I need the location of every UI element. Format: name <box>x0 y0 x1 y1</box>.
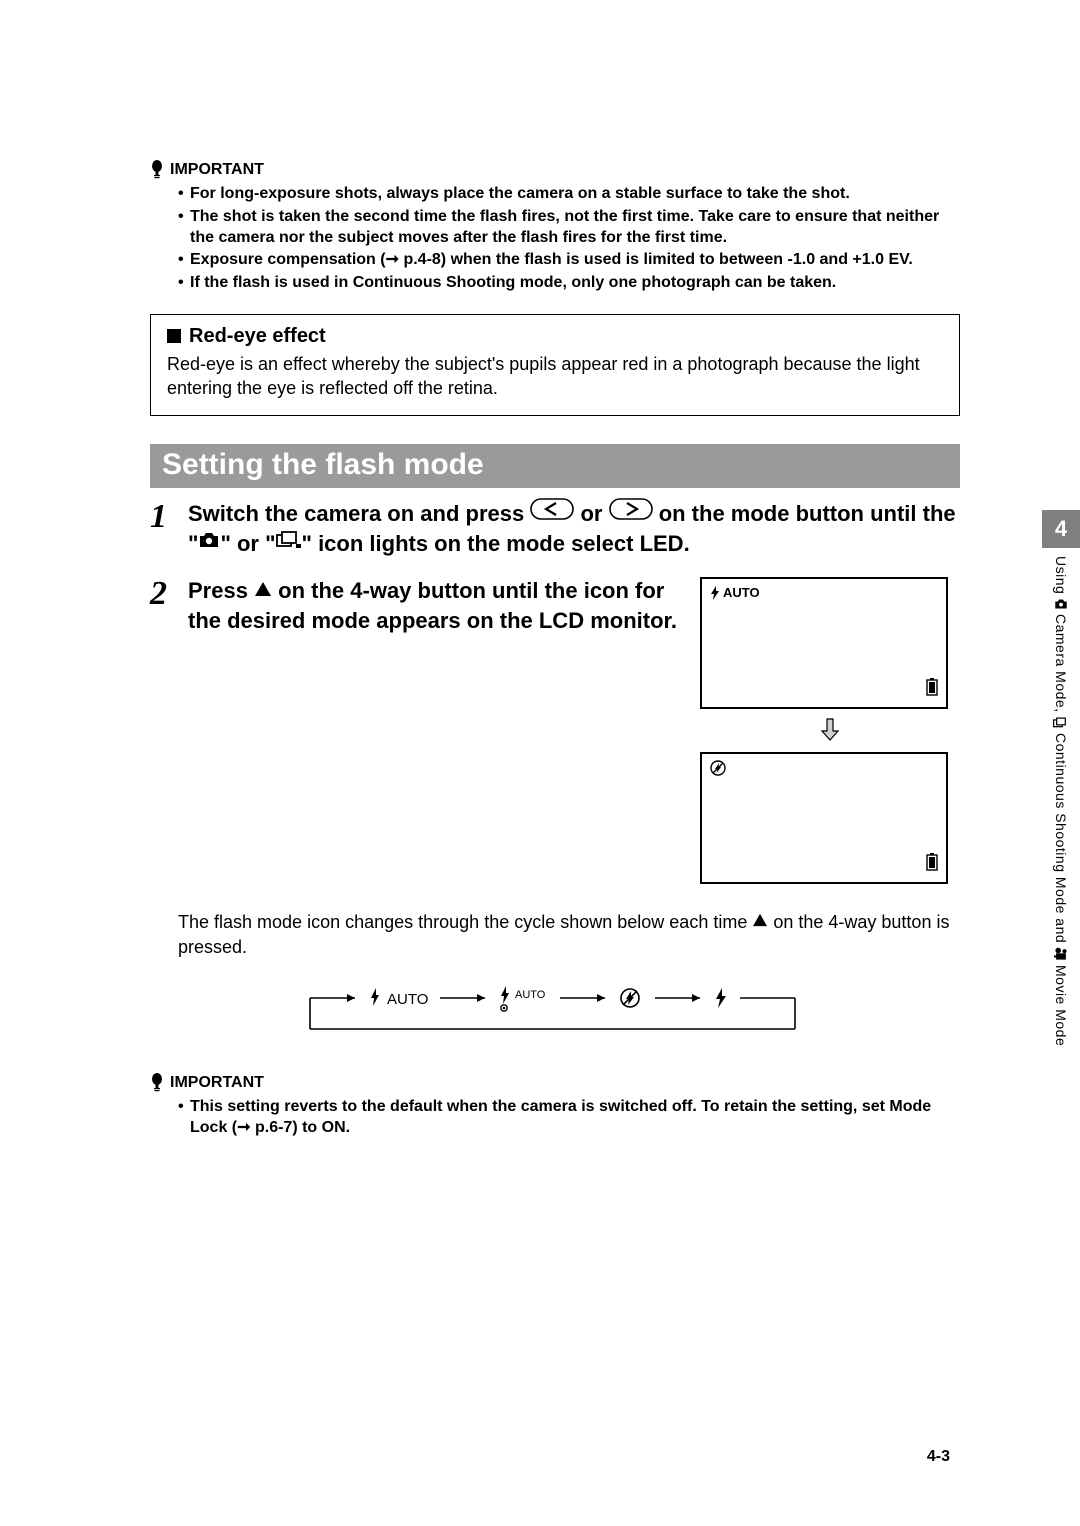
step-1: 1 Switch the camera on and press or on t… <box>150 500 960 559</box>
cycle-note: The flash mode icon changes through the … <box>178 910 960 960</box>
right-button-icon <box>609 498 653 528</box>
important-list-1: For long-exposure shots, always place th… <box>150 184 960 294</box>
step-2: 2 Press on the 4-way button until the ic… <box>150 577 960 892</box>
important-icon <box>150 160 164 180</box>
lcd1-flash-auto-indicator: AUTO <box>710 585 760 600</box>
info-box-title: Red-eye effect <box>167 325 943 348</box>
important-label: IMPORTANT <box>170 1074 264 1092</box>
page-number: 4-3 <box>927 1448 950 1466</box>
important-item: If the flash is used in Continuous Shoot… <box>178 273 960 294</box>
step-2-body: Press on the 4-way button until the icon… <box>188 577 680 635</box>
important-list-2: This setting reverts to the default when… <box>150 1097 960 1139</box>
movie-mode-icon <box>1054 947 1068 961</box>
important-item: For long-exposure shots, always place th… <box>178 184 960 205</box>
important-label: IMPORTANT <box>170 161 264 179</box>
step-number: 2 <box>150 577 178 892</box>
important-item: This setting reverts to the default when… <box>178 1097 960 1139</box>
continuous-mode-icon <box>1053 717 1069 729</box>
manual-page: IMPORTANT For long-exposure shots, alway… <box>0 0 1080 1526</box>
chapter-number-box: 4 <box>1042 510 1080 548</box>
important-block-1: IMPORTANT For long-exposure shots, alway… <box>150 160 960 294</box>
red-eye-info-box: Red-eye effect Red-eye is an effect wher… <box>150 314 960 416</box>
battery-icon <box>926 853 938 876</box>
lcd-preview-column: AUTO <box>700 577 960 892</box>
down-arrow-between-lcds <box>700 717 960 746</box>
important-header: IMPORTANT <box>150 1073 960 1093</box>
flash-mode-cycle-diagram: AUTO AUTO <box>275 974 835 1049</box>
chapter-side-text: Using Camera Mode, Continuous Shooting M… <box>1053 556 1069 1046</box>
cycle-auto-label: AUTO <box>387 991 428 1008</box>
cycle-auto-small-label: AUTO <box>515 989 546 1001</box>
important-block-2: IMPORTANT This setting reverts to the de… <box>150 1073 960 1139</box>
lcd-screen-1: AUTO <box>700 577 948 709</box>
step-1-body: Switch the camera on and press or on the… <box>188 500 960 559</box>
camera-mode-icon <box>198 528 220 557</box>
important-icon <box>150 1073 164 1093</box>
up-triangle-icon <box>752 909 768 933</box>
up-triangle-icon <box>254 576 272 605</box>
important-item: The shot is taken the second time the fl… <box>178 207 960 249</box>
battery-icon <box>926 678 938 701</box>
camera-mode-icon <box>1054 598 1068 610</box>
left-button-icon <box>530 498 574 528</box>
lcd2-flash-off-indicator <box>710 760 726 776</box>
info-box-body: Red-eye is an effect whereby the subject… <box>167 352 943 401</box>
section-header: Setting the flash mode <box>150 444 960 488</box>
chapter-side-tab: 4 Using Camera Mode, Continuous Shooting… <box>1042 510 1080 1046</box>
important-header: IMPORTANT <box>150 160 960 180</box>
important-item: Exposure compensation (➞ p.4-8) when the… <box>178 250 960 271</box>
flash-icon <box>710 586 720 600</box>
flash-off-icon <box>710 760 726 776</box>
continuous-mode-icon <box>276 528 302 557</box>
step-number: 1 <box>150 500 178 559</box>
lcd-screen-2 <box>700 752 948 884</box>
